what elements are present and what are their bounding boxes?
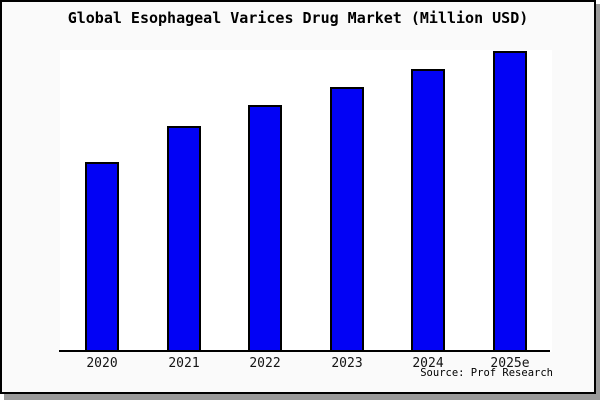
bar-2021 — [167, 126, 201, 352]
x-axis-line — [59, 350, 550, 352]
x-tick-label-2022: 2022 — [249, 356, 281, 371]
x-tick-label-2024: 2024 — [412, 356, 444, 371]
x-tick-label-2020: 2020 — [86, 356, 118, 371]
chart-page: Global Esophageal Varices Drug Market (M… — [0, 0, 596, 394]
bar-2025e — [493, 51, 527, 352]
bar-2020 — [85, 162, 119, 352]
bar-2024 — [411, 69, 445, 352]
x-tick-label-2023: 2023 — [331, 356, 363, 371]
plot-area — [59, 50, 552, 352]
chart-title: Global Esophageal Varices Drug Market (M… — [67, 9, 529, 27]
bar-2022 — [248, 105, 282, 352]
x-tick-label-2025e: 2025e — [490, 356, 530, 371]
x-tick-label-2021: 2021 — [168, 356, 200, 371]
bar-2023 — [330, 87, 364, 352]
source-text: Source: Prof Research — [420, 367, 553, 379]
